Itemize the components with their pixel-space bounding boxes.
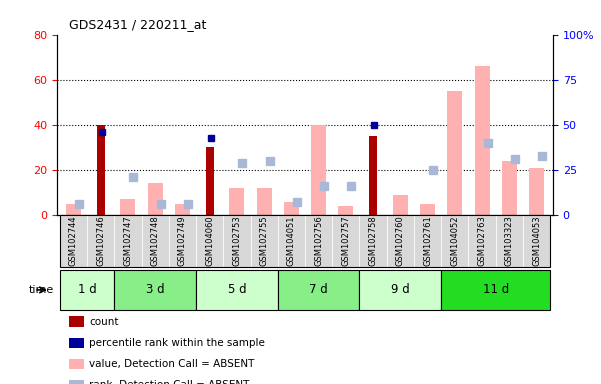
Bar	[230, 188, 245, 215]
Bar	[284, 202, 299, 215]
Text: GSM102747: GSM102747	[123, 215, 132, 266]
FancyBboxPatch shape	[278, 270, 359, 310]
Bar	[97, 125, 105, 215]
FancyBboxPatch shape	[60, 270, 114, 310]
Text: GSM104051: GSM104051	[287, 216, 296, 266]
Bar	[257, 188, 272, 215]
Text: GSM102746: GSM102746	[96, 215, 105, 266]
Text: 7 d: 7 d	[310, 283, 328, 296]
Bar	[475, 66, 490, 215]
Text: GSM102756: GSM102756	[314, 215, 323, 266]
Bar	[393, 195, 408, 215]
Bar	[338, 206, 353, 215]
Bar	[529, 168, 544, 215]
Text: time: time	[29, 285, 54, 295]
Bar	[206, 147, 214, 215]
Bar	[447, 91, 462, 215]
Text: GSM104053: GSM104053	[532, 216, 541, 266]
Text: GSM104060: GSM104060	[205, 216, 214, 266]
Bar	[369, 136, 377, 215]
Text: 5 d: 5 d	[228, 283, 246, 296]
Text: 1 d: 1 d	[78, 283, 96, 296]
Bar	[502, 161, 517, 215]
Text: percentile rank within the sample: percentile rank within the sample	[89, 338, 265, 348]
Text: GSM104052: GSM104052	[450, 216, 459, 266]
Bar	[311, 125, 326, 215]
Text: GSM102755: GSM102755	[260, 216, 269, 266]
FancyBboxPatch shape	[196, 270, 278, 310]
Text: 3 d: 3 d	[146, 283, 165, 296]
FancyBboxPatch shape	[441, 270, 550, 310]
Text: GSM102761: GSM102761	[423, 215, 432, 266]
Bar	[148, 184, 163, 215]
Text: GSM102760: GSM102760	[396, 215, 405, 266]
Text: GSM102758: GSM102758	[368, 215, 377, 266]
Text: GSM102749: GSM102749	[178, 216, 187, 266]
Text: GSM102763: GSM102763	[478, 215, 487, 266]
FancyBboxPatch shape	[114, 270, 196, 310]
Text: count: count	[89, 317, 118, 327]
Text: value, Detection Call = ABSENT: value, Detection Call = ABSENT	[89, 359, 254, 369]
Text: GDS2431 / 220211_at: GDS2431 / 220211_at	[69, 18, 207, 31]
Text: GSM102757: GSM102757	[341, 215, 350, 266]
Text: GSM102748: GSM102748	[151, 215, 160, 266]
Text: GSM103323: GSM103323	[505, 215, 514, 266]
Text: 11 d: 11 d	[483, 283, 509, 296]
Bar	[120, 199, 135, 215]
Text: GSM102744: GSM102744	[69, 216, 78, 266]
Text: rank, Detection Call = ABSENT: rank, Detection Call = ABSENT	[89, 380, 249, 384]
Bar	[420, 204, 435, 215]
Bar	[66, 204, 81, 215]
Bar	[175, 204, 190, 215]
Text: GSM102753: GSM102753	[233, 215, 242, 266]
Text: 9 d: 9 d	[391, 283, 410, 296]
FancyBboxPatch shape	[359, 270, 441, 310]
